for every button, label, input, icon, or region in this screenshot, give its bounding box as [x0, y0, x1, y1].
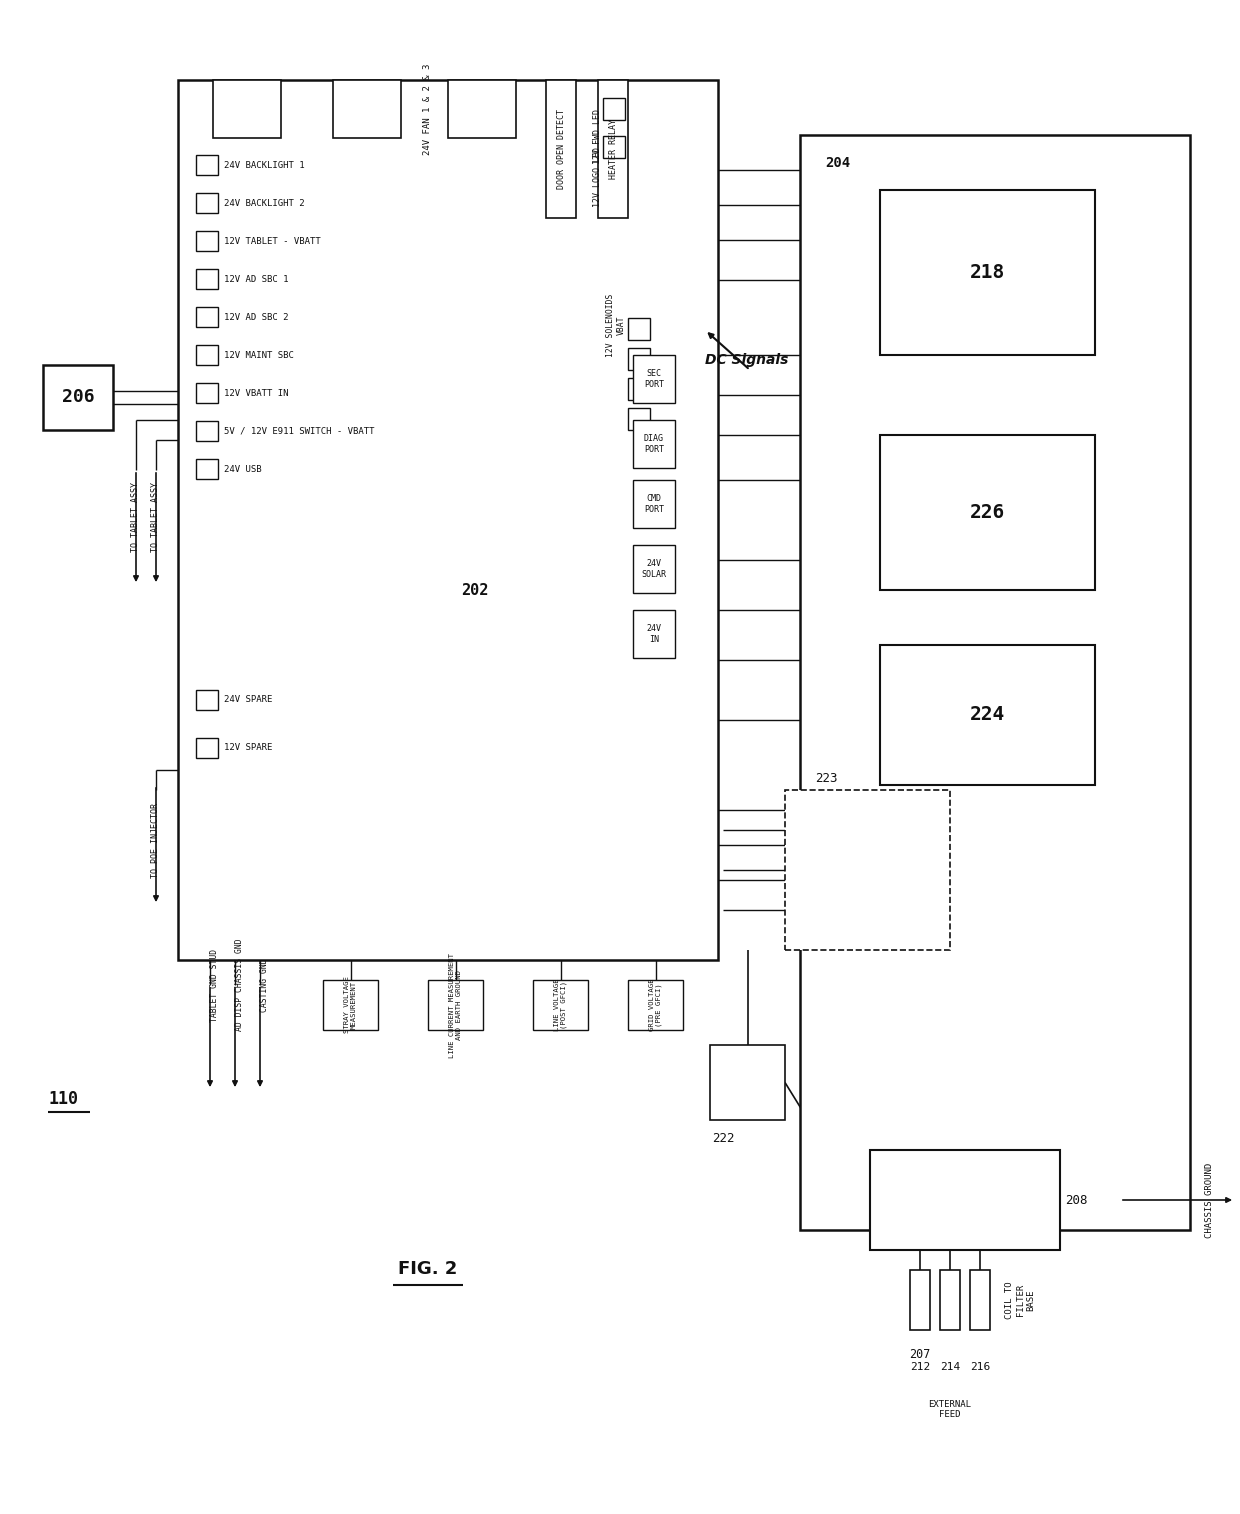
Bar — [910, 1270, 930, 1329]
Text: 12V VBATT IN: 12V VBATT IN — [224, 389, 289, 398]
Text: 24V
SOLAR: 24V SOLAR — [641, 559, 667, 578]
Text: 204: 204 — [825, 156, 851, 170]
Text: 202: 202 — [461, 583, 489, 598]
Bar — [196, 307, 218, 327]
Bar — [627, 348, 650, 369]
Text: DOOR OPEN DETECT: DOOR OPEN DETECT — [557, 109, 565, 189]
Text: 24V BACKLIGHT 2: 24V BACKLIGHT 2 — [224, 198, 305, 207]
Text: TABLET GND STUD: TABLET GND STUD — [210, 948, 219, 1022]
Text: 24V
IN: 24V IN — [646, 624, 661, 643]
Text: 222: 222 — [712, 1131, 734, 1145]
Text: 216: 216 — [970, 1363, 990, 1372]
Text: 12V AD SBC 1: 12V AD SBC 1 — [224, 274, 289, 283]
Bar — [632, 610, 675, 659]
Text: 12V TABLET - VBATT: 12V TABLET - VBATT — [224, 236, 321, 245]
Text: 226: 226 — [970, 503, 1006, 522]
Text: AD DISP CHASSIS GND: AD DISP CHASSIS GND — [236, 939, 244, 1031]
Text: FIG. 2: FIG. 2 — [398, 1260, 458, 1278]
Bar — [43, 365, 113, 430]
Bar — [533, 980, 588, 1030]
Text: 24V BACKLIGHT 1: 24V BACKLIGHT 1 — [224, 160, 305, 170]
Text: TO TABLET ASSY: TO TABLET ASSY — [151, 483, 160, 553]
Text: DC Signals: DC Signals — [706, 353, 789, 366]
Text: 207: 207 — [909, 1347, 931, 1361]
Bar — [632, 480, 675, 528]
Text: CASTING GND: CASTING GND — [260, 958, 269, 1011]
Text: 24V USB: 24V USB — [224, 465, 262, 474]
Text: 206: 206 — [62, 389, 94, 406]
Text: 212: 212 — [910, 1363, 930, 1372]
Bar — [880, 435, 1095, 590]
Text: TO POE INJECTOR: TO POE INJECTOR — [151, 802, 160, 878]
Bar — [632, 419, 675, 468]
Text: SEC
PORT: SEC PORT — [644, 369, 663, 389]
Bar — [196, 232, 218, 251]
Bar — [603, 98, 625, 120]
Bar — [711, 1045, 785, 1120]
Bar — [603, 136, 625, 157]
Text: 12V AD SBC 2: 12V AD SBC 2 — [224, 312, 289, 321]
Text: 12V LOGO LED: 12V LOGO LED — [594, 147, 603, 207]
Bar — [196, 459, 218, 478]
Bar — [213, 80, 281, 138]
Bar — [800, 135, 1190, 1229]
Text: GRID VOLTAGE
(PRE GFCI): GRID VOLTAGE (PRE GFCI) — [649, 978, 662, 1031]
Text: 208: 208 — [1065, 1193, 1087, 1207]
Bar — [196, 269, 218, 289]
Text: 5V / 12V E911 SWITCH - VBATT: 5V / 12V E911 SWITCH - VBATT — [224, 427, 374, 436]
Bar — [428, 980, 484, 1030]
Text: TO TABLET ASSY: TO TABLET ASSY — [131, 483, 140, 553]
Text: DIAG
PORT: DIAG PORT — [644, 435, 663, 454]
Bar — [970, 1270, 990, 1329]
Text: 224: 224 — [970, 706, 1006, 725]
Text: LINE VOLTAGE
(POST GFCI): LINE VOLTAGE (POST GFCI) — [554, 978, 567, 1031]
Text: STRAY VOLTAGE
MEASUREMENT: STRAY VOLTAGE MEASUREMENT — [343, 977, 357, 1034]
Text: 24V FAN 1 & 2 & 3: 24V FAN 1 & 2 & 3 — [424, 64, 433, 154]
Bar — [870, 1151, 1060, 1251]
Text: CHASSIS GROUND: CHASSIS GROUND — [1205, 1163, 1214, 1237]
Text: LINE CURRENT MEASUREMENT
AND EARTH GROUND: LINE CURRENT MEASUREMENT AND EARTH GROUN… — [449, 952, 463, 1057]
Text: 12V SPARE: 12V SPARE — [224, 743, 273, 752]
Bar — [196, 690, 218, 710]
Bar — [179, 80, 718, 960]
Bar — [598, 80, 627, 218]
Bar — [627, 318, 650, 341]
Bar — [196, 421, 218, 441]
Bar — [632, 354, 675, 403]
Text: 218: 218 — [970, 263, 1006, 282]
Text: 12V FWD LED: 12V FWD LED — [594, 109, 603, 164]
Text: EXTERNAL
FEED: EXTERNAL FEED — [929, 1400, 971, 1420]
Text: 110: 110 — [48, 1090, 78, 1108]
Text: HEATER RELAY: HEATER RELAY — [609, 120, 618, 179]
Text: 223: 223 — [815, 772, 837, 784]
Bar — [196, 737, 218, 759]
Bar — [196, 154, 218, 176]
Text: CMD
PORT: CMD PORT — [644, 494, 663, 513]
Text: 12V SOLENOIDS
VBAT: 12V SOLENOIDS VBAT — [606, 294, 626, 357]
Bar — [785, 790, 950, 949]
Bar — [322, 980, 378, 1030]
Bar — [196, 345, 218, 365]
Bar — [627, 407, 650, 430]
Text: 214: 214 — [940, 1363, 960, 1372]
Bar — [940, 1270, 960, 1329]
Bar — [196, 383, 218, 403]
Text: 24V SPARE: 24V SPARE — [224, 695, 273, 704]
Bar — [880, 645, 1095, 784]
Bar — [880, 189, 1095, 354]
Bar — [632, 545, 675, 593]
Bar — [546, 80, 577, 218]
Bar — [196, 192, 218, 213]
Bar — [627, 378, 650, 400]
Bar — [334, 80, 401, 138]
Bar — [448, 80, 516, 138]
Text: COIL TO
FILTER
BASE: COIL TO FILTER BASE — [1006, 1281, 1035, 1319]
Bar — [627, 980, 683, 1030]
Text: 12V MAINT SBC: 12V MAINT SBC — [224, 351, 294, 359]
